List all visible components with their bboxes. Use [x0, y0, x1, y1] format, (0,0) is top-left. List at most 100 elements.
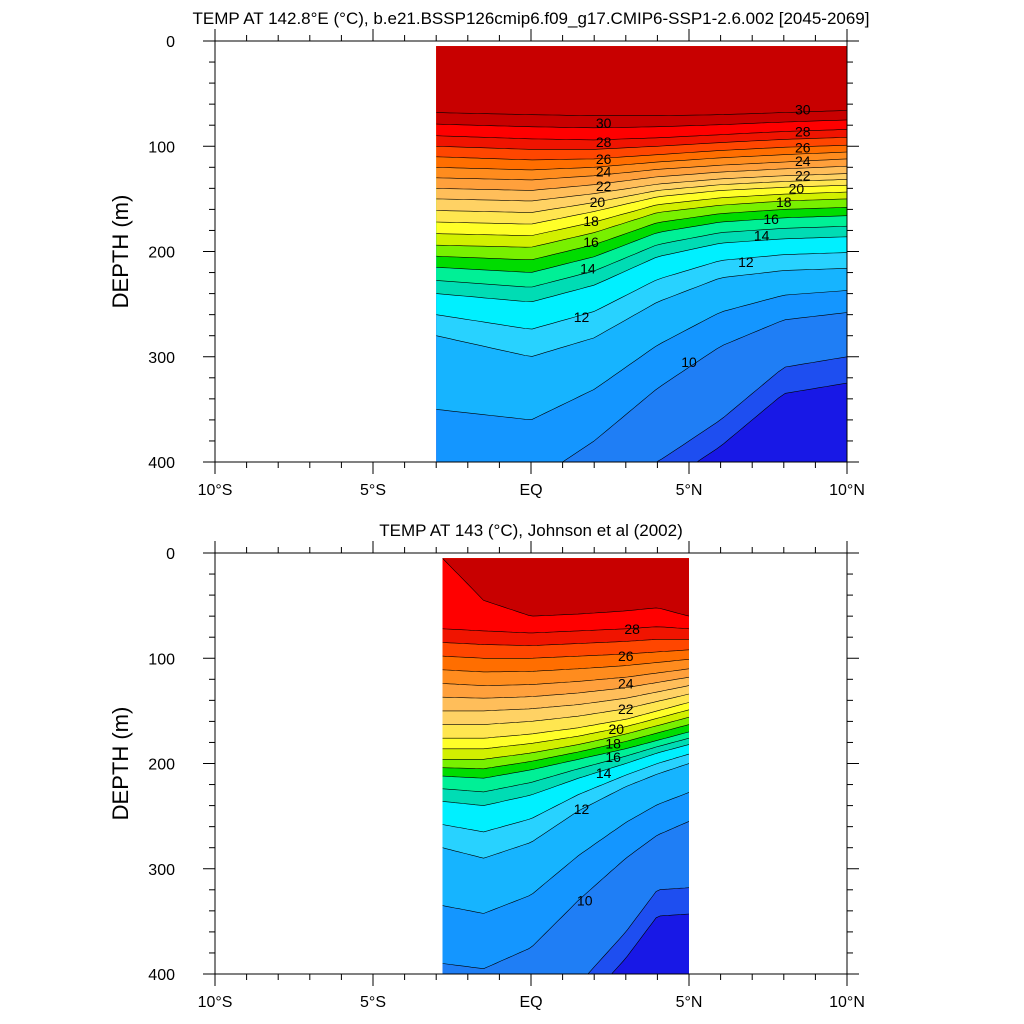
- contour-label: 12: [574, 801, 590, 817]
- contour-label: 18: [605, 736, 621, 752]
- x-tick-label: 10°S: [198, 994, 233, 1011]
- contour-line: [442, 709, 689, 750]
- contour-line: [442, 702, 689, 739]
- contour-label: 22: [596, 178, 612, 194]
- y-tick-label: 100: [148, 651, 175, 668]
- contour-line: [436, 110, 847, 116]
- y-tick-label: 0: [166, 546, 175, 563]
- contour-label: 14: [580, 260, 596, 276]
- contour-line: [442, 649, 689, 659]
- chart-panel-1: TEMP AT 142.8°E (°C), b.e21.BSSP126cmip6…: [108, 9, 870, 499]
- contour-label: 14: [754, 228, 770, 244]
- contour-label: 28: [596, 134, 612, 150]
- contour-line: [562, 312, 847, 462]
- contour-line: [655, 356, 847, 462]
- x-tick-label: 5°N: [676, 994, 703, 1011]
- contour-line: [442, 659, 689, 673]
- y-axis-label: DEPTH (m): [108, 195, 133, 309]
- contour-label: 30: [596, 115, 612, 131]
- y-tick-label: 200: [148, 245, 175, 262]
- contour-line: [436, 144, 847, 161]
- contour-line: [442, 737, 689, 793]
- contour-line: [442, 558, 689, 617]
- contour-label: 20: [789, 180, 805, 196]
- x-tick-label: 10°N: [829, 994, 865, 1011]
- contour-line: [611, 913, 689, 974]
- x-tick-label: 10°N: [829, 482, 865, 499]
- contour-label: 22: [795, 168, 811, 184]
- y-tick-label: 200: [148, 757, 175, 774]
- contour-line: [436, 165, 847, 191]
- contour-line: [442, 731, 689, 779]
- contour-line: [436, 151, 847, 171]
- contour-label: 12: [738, 254, 754, 270]
- x-tick-label: EQ: [519, 482, 542, 499]
- contour-line: [442, 821, 689, 970]
- contour-line: [436, 137, 847, 150]
- contour-line: [436, 179, 847, 213]
- contour-label: 12: [574, 309, 590, 325]
- contour-line: [442, 668, 689, 686]
- contour-label: 16: [583, 234, 599, 250]
- contour-label: 18: [583, 213, 599, 229]
- contour-line: [696, 382, 847, 462]
- chart-title: TEMP AT 142.8°E (°C), b.e21.BSSP126cmip6…: [193, 9, 870, 28]
- contour-line: [442, 639, 689, 646]
- contour-label: 24: [795, 153, 811, 169]
- contour-line: [442, 693, 689, 725]
- x-tick-label: EQ: [519, 994, 542, 1011]
- contour-line: [436, 191, 847, 236]
- contour-label: 24: [618, 676, 634, 692]
- contour-line: [442, 716, 689, 760]
- contour-label: 22: [618, 701, 634, 717]
- y-tick-label: 300: [148, 862, 175, 879]
- contour-label: 16: [763, 211, 779, 227]
- contour-line: [436, 215, 847, 273]
- contour-line: [436, 207, 847, 260]
- contour-label: 20: [590, 194, 606, 210]
- contour-label: 10: [577, 892, 593, 908]
- y-tick-label: 300: [148, 350, 175, 367]
- contour-line: [442, 685, 689, 712]
- y-tick-label: 0: [166, 34, 175, 51]
- contour-band: [442, 558, 689, 617]
- contour-line: [442, 724, 689, 770]
- contour-label: 26: [618, 648, 634, 664]
- contour-label: 14: [596, 765, 612, 781]
- y-axis-label: DEPTH (m): [108, 707, 133, 821]
- contour-line: [442, 744, 689, 806]
- contour-label: 20: [609, 721, 625, 737]
- contour-label: 24: [596, 164, 612, 180]
- contour-label: 30: [795, 101, 811, 117]
- contour-label: 18: [776, 194, 792, 210]
- contour-line: [436, 158, 847, 181]
- contour-line: [436, 198, 847, 248]
- contour-fills: 3028262422201816141210302826242220181614…: [436, 46, 847, 462]
- contour-label: 26: [596, 151, 612, 167]
- contour-line: [436, 268, 847, 357]
- contour-label: 16: [605, 749, 621, 765]
- contour-label: 28: [795, 124, 811, 140]
- contour-label: 26: [795, 139, 811, 155]
- x-tick-label: 5°S: [360, 482, 386, 499]
- chart-panel-2: TEMP AT 143 (°C), Johnson et al (2002) DE…: [108, 521, 865, 1011]
- contour-line: [436, 119, 847, 129]
- x-tick-label: 5°S: [360, 994, 386, 1011]
- contour-line: [436, 252, 847, 330]
- contour-line: [436, 236, 847, 303]
- y-tick-label: 100: [148, 139, 175, 156]
- contour-line: [436, 225, 847, 288]
- contour-band: [436, 46, 847, 116]
- chart-title: TEMP AT 143 (°C), Johnson et al (2002): [379, 521, 683, 540]
- contour-line: [436, 184, 847, 225]
- contour-line: [442, 763, 689, 859]
- y-tick-label: 400: [148, 967, 175, 984]
- y-tick-label: 400: [148, 455, 175, 472]
- contour-line: [442, 676, 689, 699]
- contour-line: [436, 129, 847, 141]
- contour-line: [442, 792, 689, 914]
- contour-line: [587, 887, 689, 974]
- x-tick-label: 5°N: [676, 482, 703, 499]
